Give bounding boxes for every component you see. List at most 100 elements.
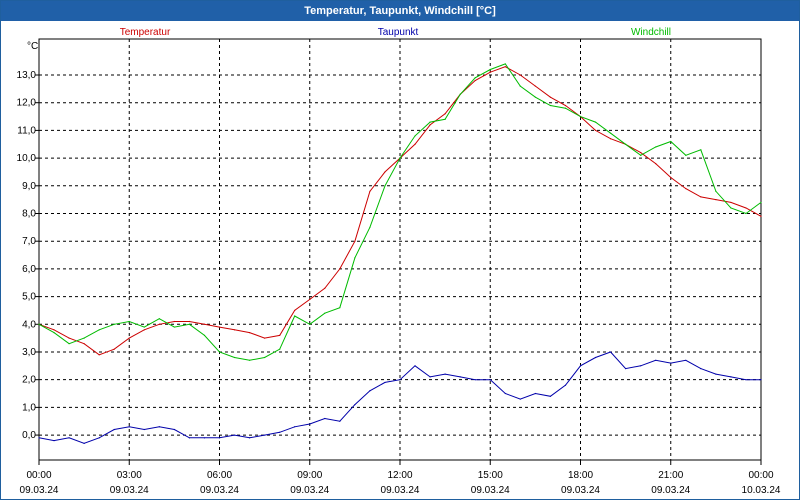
y-tick-label: 9,0: [22, 181, 36, 192]
data-point: [354, 404, 356, 406]
data-point: [128, 426, 130, 428]
data-point: [519, 398, 521, 400]
data-point: [279, 431, 281, 433]
data-point: [369, 390, 371, 392]
data-point: [309, 423, 311, 425]
data-point: [188, 320, 191, 323]
data-point: [715, 199, 717, 201]
data-point: [218, 326, 221, 328]
data-point: [489, 68, 491, 71]
data-point: [384, 171, 386, 173]
data-point: [399, 157, 401, 159]
data-point: [203, 334, 206, 336]
y-tick-label: 13,0: [17, 70, 37, 81]
data-point: [143, 329, 145, 331]
data-point: [549, 104, 552, 107]
data-point: [128, 320, 130, 323]
y-tick-label: 3,0: [22, 347, 36, 358]
data-point: [745, 207, 747, 209]
data-point: [414, 365, 416, 367]
data-point: [670, 176, 672, 179]
data-point: [655, 163, 657, 165]
y-axis-label: °C: [27, 41, 38, 52]
y-tick-label: 10,0: [17, 153, 37, 164]
legend-entry-taupunkt: Taupunkt: [378, 27, 419, 38]
data-point: [640, 151, 642, 154]
data-point: [143, 428, 145, 431]
data-point: [519, 85, 521, 87]
data-point: [564, 104, 567, 107]
y-tick-label: 1,0: [22, 402, 36, 413]
data-point: [745, 212, 747, 215]
data-point: [173, 320, 175, 323]
data-point: [609, 132, 612, 134]
x-tick-label-date: 09.03.24: [110, 485, 149, 496]
x-tick-label-date: 09.03.24: [200, 485, 239, 496]
data-point: [504, 66, 506, 68]
data-point: [309, 323, 311, 325]
y-tick-label: 8,0: [22, 208, 36, 219]
data-point: [369, 226, 371, 228]
data-point: [384, 185, 386, 187]
data-point: [429, 121, 431, 123]
x-tick-label-time: 00:00: [748, 470, 773, 481]
window-title: Temperatur, Taupunkt, Windchill [°C]: [1, 1, 799, 21]
y-tick-label: 5,0: [22, 292, 36, 303]
data-point: [594, 121, 597, 123]
data-point: [625, 143, 627, 145]
data-point: [354, 240, 356, 242]
x-tick-label-date: 09.03.24: [381, 485, 420, 496]
data-point: [760, 201, 762, 204]
data-point: [640, 154, 642, 156]
x-tick-label-time: 03:00: [117, 470, 142, 481]
data-point: [414, 135, 416, 137]
data-point: [549, 395, 552, 397]
x-tick-label-time: 21:00: [658, 470, 683, 481]
data-point: [354, 257, 356, 259]
data-point: [609, 138, 612, 140]
data-point: [655, 359, 657, 361]
data-point: [68, 343, 70, 345]
x-tick-label-date: 09.03.24: [20, 485, 59, 496]
data-point: [504, 392, 506, 395]
data-point: [294, 309, 296, 312]
x-tick-label-time: 09:00: [297, 470, 322, 481]
data-point: [609, 351, 612, 353]
data-point: [264, 434, 266, 436]
data-point: [534, 85, 536, 87]
x-tick-label-date: 09.03.24: [290, 485, 329, 496]
data-point: [218, 437, 221, 439]
data-point: [715, 190, 717, 192]
data-point: [294, 315, 296, 317]
legend-entry-temperatur: Temperatur: [120, 27, 171, 38]
data-point: [233, 434, 236, 436]
data-point: [730, 207, 732, 209]
data-point: [700, 196, 702, 198]
data-point: [264, 337, 266, 339]
data-point: [549, 96, 552, 98]
data-point: [173, 326, 175, 328]
data-point: [730, 376, 732, 378]
data-point: [444, 118, 446, 120]
data-point: [534, 392, 536, 395]
grid: [39, 39, 761, 460]
data-point: [700, 149, 702, 151]
data-point: [489, 71, 491, 73]
data-point: [188, 323, 191, 325]
data-point: [564, 384, 567, 386]
data-point: [173, 428, 175, 431]
data-point: [233, 356, 236, 359]
data-point: [158, 318, 160, 320]
data-point: [53, 329, 55, 331]
data-point: [670, 140, 672, 143]
data-point: [113, 428, 115, 431]
data-point: [384, 381, 386, 384]
data-point: [444, 113, 446, 115]
data-point: [534, 96, 536, 98]
data-point: [248, 331, 251, 334]
data-point: [474, 379, 476, 381]
data-point: [414, 143, 416, 145]
legend: Temperatur Taupunkt Windchill: [120, 27, 671, 38]
